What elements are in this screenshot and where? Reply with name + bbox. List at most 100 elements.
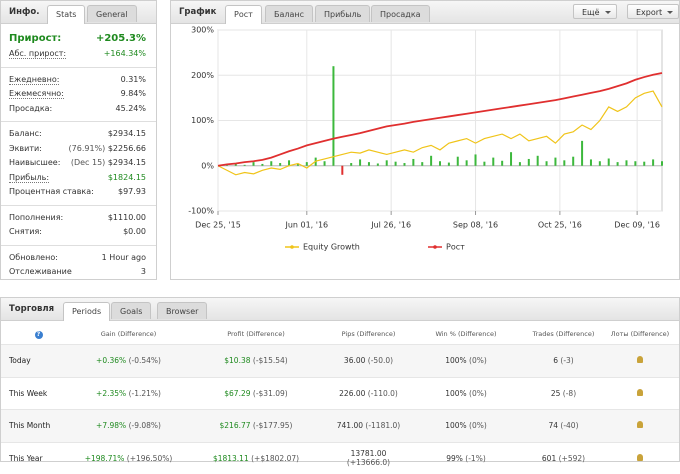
info-label: Прибыль: (9, 172, 50, 183)
cell: 13781.00 (+13666.0) (331, 441, 406, 474)
cell: 226.00 (-110.0) (331, 376, 406, 410)
line (217, 90, 663, 176)
cell-value: 601 (541, 453, 557, 463)
column-header: Лоты (Difference) (610, 330, 670, 338)
bar (465, 160, 468, 166)
bar (412, 158, 415, 166)
cell: $10.38 (-$15.54) (181, 344, 331, 377)
info-note: (Dec 15) (70, 158, 106, 167)
info-label: Баланс: (9, 129, 42, 138)
cell: 36.00 (-50.0) (331, 344, 406, 377)
period-label: Today (1, 344, 76, 377)
tab[interactable]: Прибыль (315, 5, 371, 22)
cell-value: 36.00 (343, 356, 366, 366)
tab[interactable]: Баланс (265, 5, 314, 22)
chart-header: График Рост Баланс Прибыль Просадка Ещё … (171, 1, 680, 24)
info-value-text: $2934.15 (107, 158, 146, 167)
cell: $216.77 (-$177.95) (181, 409, 331, 442)
tab[interactable]: Просадка (371, 5, 430, 22)
trading-title: Торговля (9, 304, 55, 314)
y-tick-label: -100% (188, 207, 214, 216)
cell-value: 6 (553, 356, 559, 366)
cell-value: 100% (445, 388, 467, 398)
table-header: ? Gain (Difference) Profit (Difference) Pip… (1, 324, 679, 345)
legend-marker (433, 245, 437, 249)
cell-value: +198.71% (84, 453, 125, 463)
info-value-text: $2256.66 (107, 143, 146, 153)
x-tick-label: Oct 25, '16 (538, 221, 582, 230)
bar (367, 162, 370, 166)
info-value-text: 3 (140, 267, 146, 276)
chart-panel-title: График (179, 7, 217, 17)
info-row: Абс. прирост: +164.34% (1, 47, 156, 62)
bar (536, 155, 539, 166)
info-label: Просадка: (9, 103, 53, 113)
bar (234, 163, 237, 166)
info-value: (Dec 15) $2934.15 (71, 156, 146, 171)
help-icon[interactable]: ? (34, 330, 43, 339)
cell-difference: (0%) (469, 421, 487, 431)
bar (394, 161, 397, 166)
tab[interactable]: Goals (111, 302, 152, 319)
bar (252, 162, 255, 166)
info-row: Прибыль: $1824.15 (1, 171, 156, 186)
cell: +0.36% (-0.54%) (76, 344, 181, 377)
bar (510, 152, 513, 166)
info-row: Баланс: $2934.15 (1, 127, 156, 142)
tab[interactable]: Periods (63, 302, 111, 321)
tab[interactable]: Stats (47, 5, 86, 24)
tab[interactable]: Рост (225, 5, 262, 24)
info-value: $2934.15 (108, 127, 146, 142)
x-tick-label: Jun 01, '16 (284, 221, 328, 230)
info-group: Прирост: +205.3% Абс. прирост: +164.34% (1, 26, 156, 68)
info-value: 1 Hour ago (102, 251, 146, 266)
cell-value: +7.98% (96, 421, 127, 431)
cell-value: 226.00 (339, 388, 366, 398)
y-tick-label: 300% (191, 26, 214, 35)
info-value-text: $1110.00 (107, 212, 146, 222)
lots-cell (601, 376, 679, 410)
x-tick-label: Dec 25, '15 (195, 221, 241, 230)
info-row: Обновлено: 1 Hour ago (1, 251, 156, 266)
more-button[interactable]: Ещё (573, 4, 617, 19)
x-tick-label: Jul 26, '16 (370, 221, 411, 230)
lots-icon[interactable] (637, 453, 643, 461)
cell-value: 13781.00 (350, 449, 387, 459)
cell-value: +0.36% (96, 356, 127, 366)
column-header: Trades (Difference) (532, 330, 595, 338)
cell-difference: (-9.08%) (128, 421, 161, 431)
info-value-text: +164.34% (103, 49, 146, 58)
info-group: Обновлено: 1 Hour ago Отслеживание 3 (1, 246, 156, 285)
trading-header: Торговля Periods Goals Browser (1, 298, 679, 321)
bar (421, 162, 424, 166)
bar (607, 158, 610, 166)
cell-difference: (0%) (469, 356, 487, 366)
info-value: 45.24% (115, 102, 146, 117)
lots-cell (601, 344, 679, 377)
period-label: This Month (1, 409, 76, 442)
info-row: Ежемесячно: 9.84% (1, 87, 156, 102)
lots-icon[interactable] (637, 356, 643, 364)
info-value: $0.00 (123, 225, 146, 240)
lots-icon[interactable] (637, 421, 643, 429)
cell: +198.71% (+196.50%) (76, 441, 181, 474)
bar (447, 162, 450, 166)
bar (456, 156, 459, 166)
tab[interactable]: General (87, 5, 137, 22)
cell-difference: (-1181.0) (365, 421, 401, 431)
column-header: Gain (Difference) (100, 330, 157, 338)
cell: 6 (-3) (526, 344, 601, 377)
export-button[interactable]: Export (627, 4, 680, 19)
bar (545, 161, 548, 166)
bar (341, 165, 344, 175)
info-row: Процентная ставка: $97.93 (1, 185, 156, 200)
lots-icon[interactable] (637, 388, 643, 396)
bar (439, 161, 441, 166)
tab[interactable]: Browser (157, 302, 208, 319)
info-group: Ежедневно: 0.31% Ежемесячно: 9.84% Просадка:… (1, 68, 156, 122)
bar (305, 162, 308, 166)
lots-cell (601, 441, 679, 474)
cell-difference: (-110.0) (367, 388, 398, 398)
info-group: Пополнения: $1110.00 Снятия: $0.00 (1, 206, 156, 246)
